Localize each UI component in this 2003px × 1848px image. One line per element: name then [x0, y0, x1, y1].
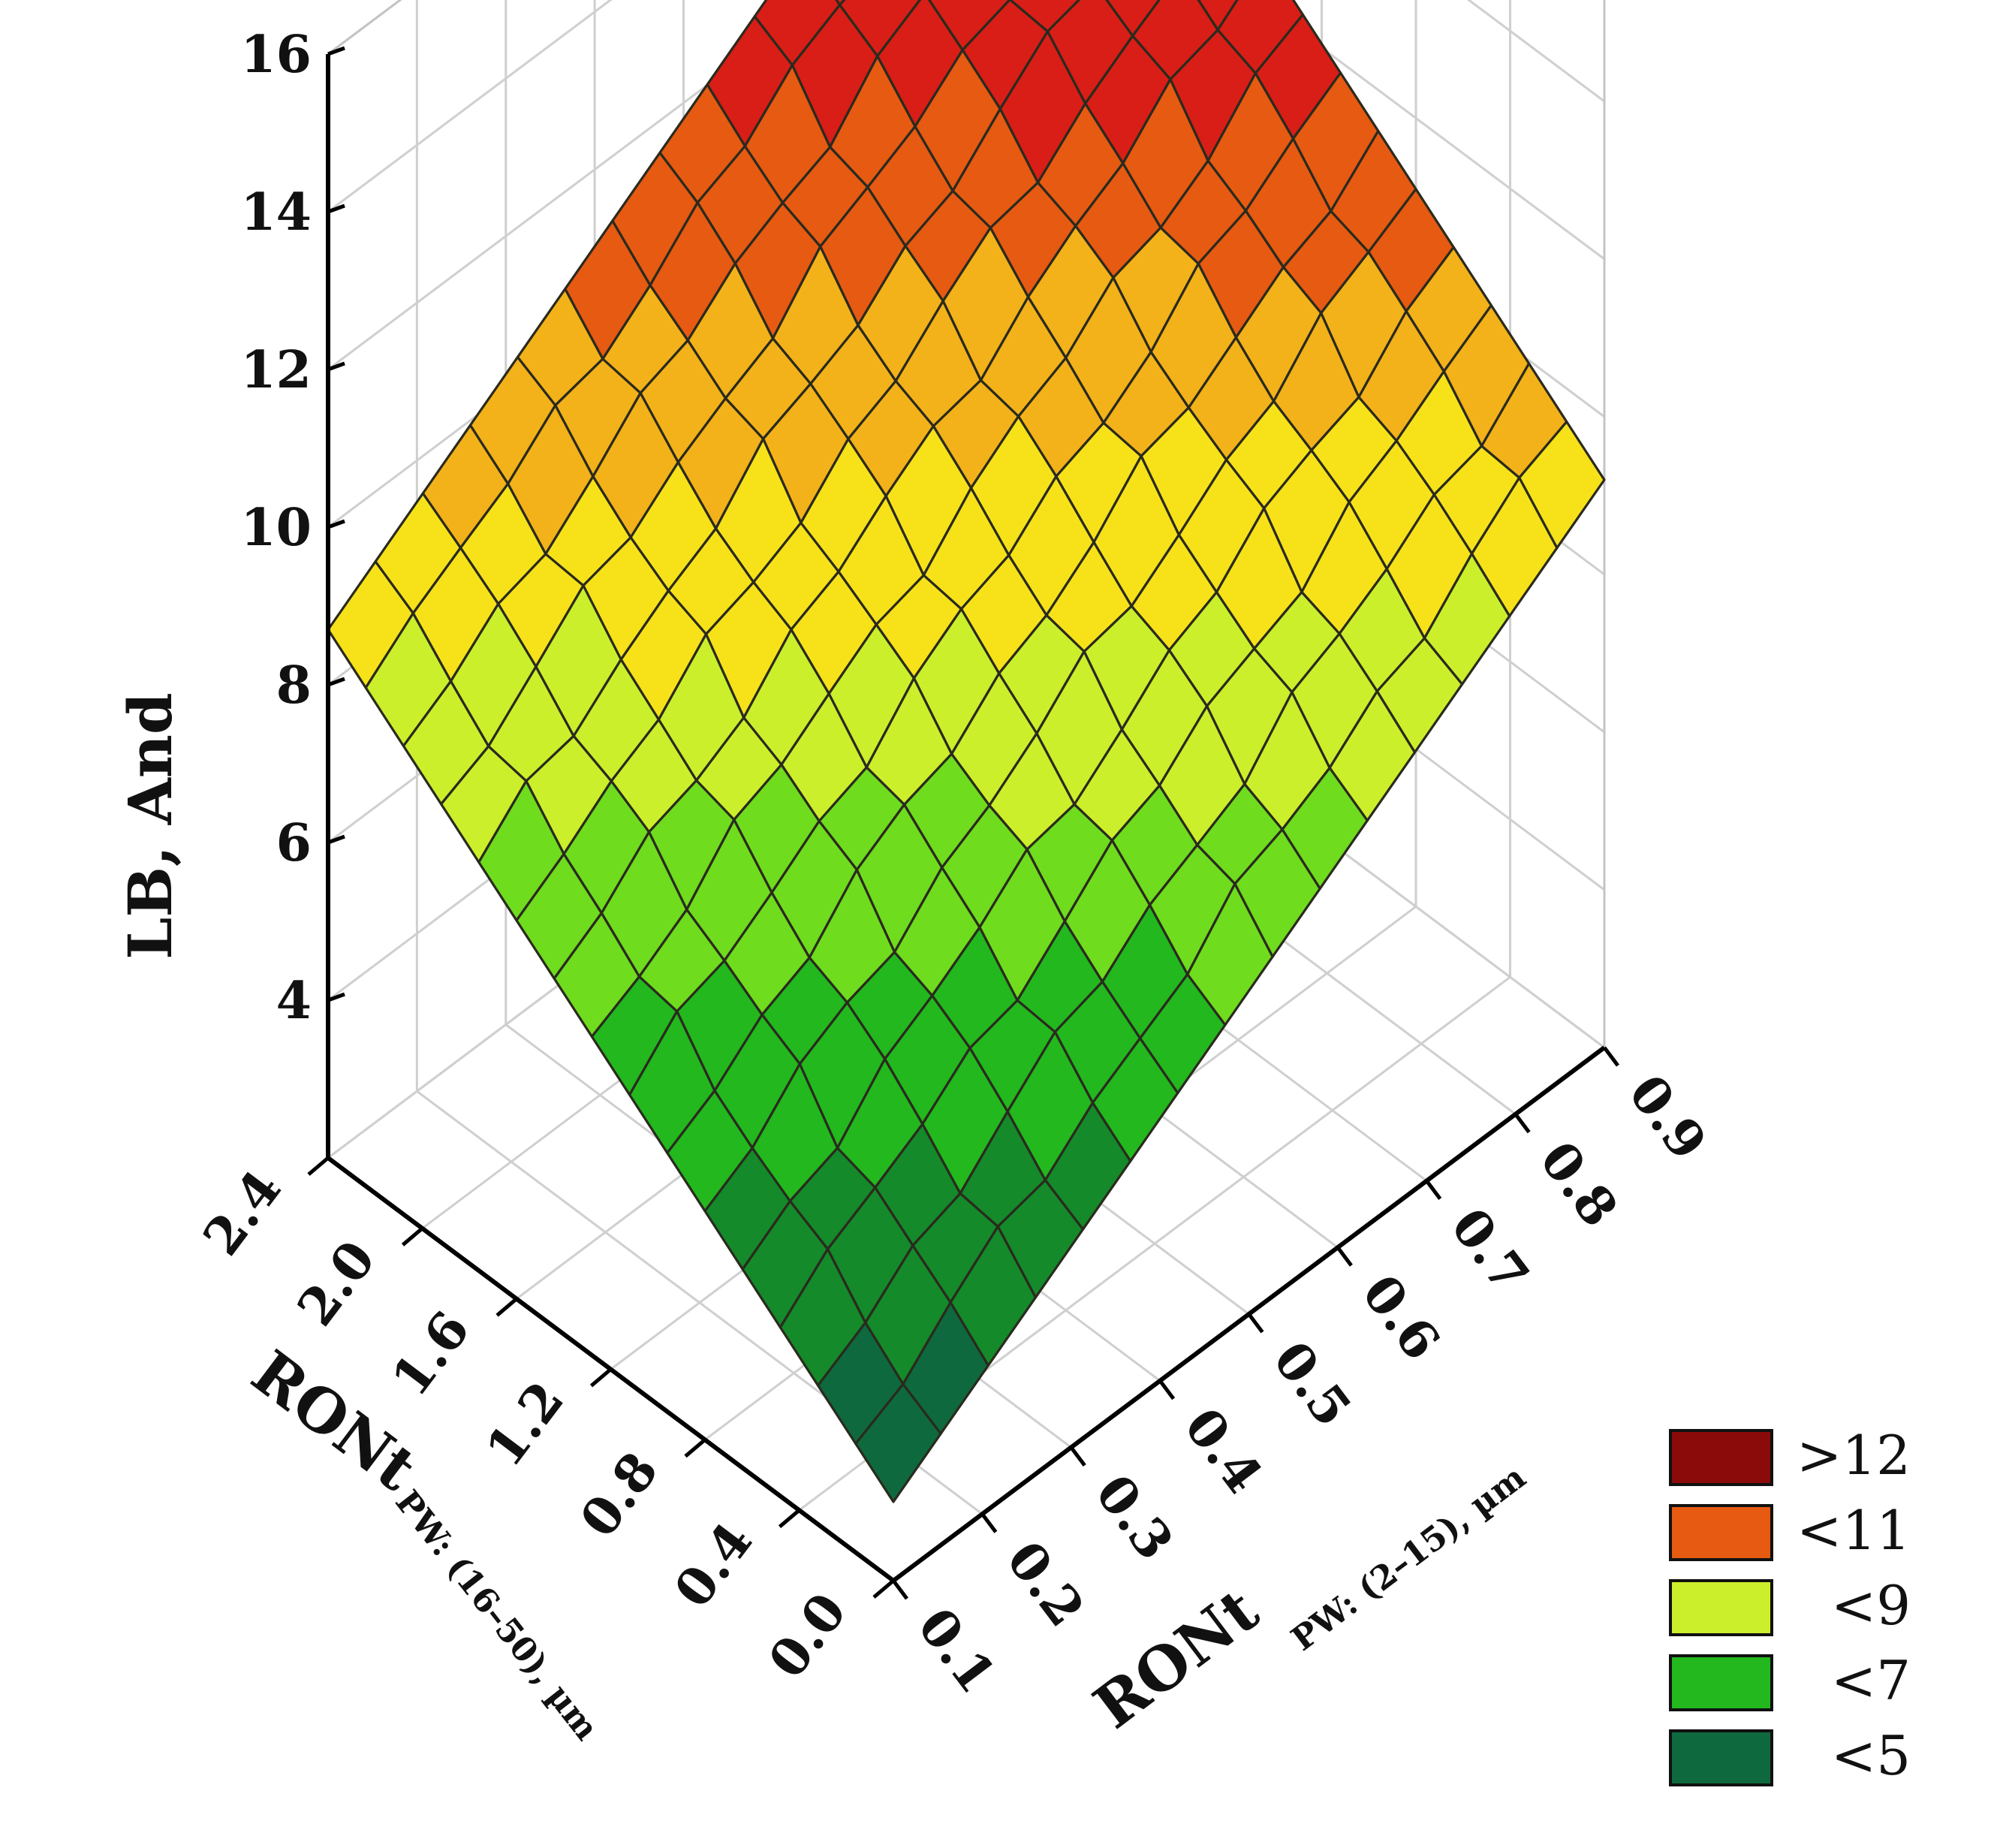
x-axis-title: RONt	[1081, 1575, 1271, 1742]
legend-label: <9	[1831, 1574, 1911, 1637]
z-tick	[327, 677, 345, 687]
z-tick-label: 4	[276, 971, 312, 1031]
legend-swatch	[1669, 1654, 1773, 1711]
y-tick	[872, 1579, 895, 1599]
x-tick-label: 0.6	[1350, 1264, 1451, 1371]
z-tick-label: 8	[276, 656, 312, 716]
x-axis-subtitle: PW: (2–15), µm	[1285, 1458, 1533, 1659]
surface-cell	[854, 1382, 942, 1503]
y-tick-label: 0.8	[568, 1441, 670, 1548]
legend-swatch	[1669, 1729, 1773, 1786]
x-tick	[1336, 1246, 1353, 1267]
x-tick-label: 0.1	[905, 1597, 1007, 1705]
x-tick-label: 0.5	[1261, 1331, 1363, 1438]
y-tick-label: 0.0	[757, 1582, 858, 1690]
z-tick	[327, 834, 345, 845]
z-tick	[327, 203, 345, 214]
x-tick-label: 0.8	[1528, 1131, 1629, 1238]
x-tick	[1603, 1046, 1619, 1067]
axes	[307, 46, 1619, 1600]
x-tick	[1069, 1446, 1086, 1467]
x-tick-label: 0.9	[1616, 1064, 1718, 1171]
z-tick-label: 12	[240, 340, 312, 400]
y-tick	[778, 1509, 801, 1529]
z-tick	[327, 992, 345, 1002]
surface-cell	[1197, 0, 1239, 32]
gridline	[327, 0, 823, 371]
legend: >12 <11 <9 <7 <5	[1669, 1424, 1911, 1787]
legend-label: <11	[1797, 1499, 1911, 1562]
y-tick-label: 2.4	[191, 1159, 293, 1267]
z-tick-label: 16	[240, 25, 312, 85]
y-tick	[684, 1438, 706, 1458]
x-tick	[1425, 1180, 1442, 1200]
x-tick	[1247, 1313, 1264, 1334]
z-axis-title: LB, And	[115, 692, 185, 960]
y-tick-label: 1.6	[380, 1301, 481, 1408]
z-tick	[327, 46, 345, 56]
legend-label: >12	[1797, 1424, 1911, 1487]
z-tick-label: 14	[240, 182, 312, 243]
x-tick-label: 0.2	[995, 1530, 1096, 1638]
y-tick-label: 1.2	[474, 1371, 576, 1479]
gridline	[327, 0, 613, 213]
legend-label: <7	[1831, 1649, 1911, 1712]
x-tick	[1158, 1379, 1176, 1400]
z-tick-label: 6	[276, 813, 312, 873]
z-tick	[327, 519, 345, 529]
surface-mesh	[327, 0, 1606, 1503]
y-tick-label: 2.0	[286, 1230, 387, 1337]
legend-swatch	[1669, 1579, 1773, 1636]
y-tick	[495, 1297, 518, 1317]
x-tick-label: 0.4	[1173, 1397, 1274, 1505]
x-tick-label: 0.3	[1083, 1464, 1185, 1572]
legend-label: <5	[1831, 1724, 1911, 1787]
gridline	[1466, 0, 1605, 103]
y-tick	[307, 1156, 330, 1176]
legend-swatch	[1669, 1429, 1773, 1486]
z-tick	[327, 361, 345, 372]
legend-swatch	[1669, 1504, 1773, 1561]
x-tick	[892, 1579, 908, 1600]
x-tick	[980, 1512, 998, 1533]
y-tick	[401, 1226, 424, 1247]
y-tick-label: 0.4	[663, 1512, 764, 1619]
x-tick	[1514, 1113, 1531, 1134]
y-axis-subtitle: PW: (16–50), µm	[387, 1483, 606, 1747]
y-tick	[589, 1367, 613, 1388]
x-tick-label: 0.7	[1439, 1198, 1541, 1305]
z-tick-label: 10	[240, 498, 312, 558]
